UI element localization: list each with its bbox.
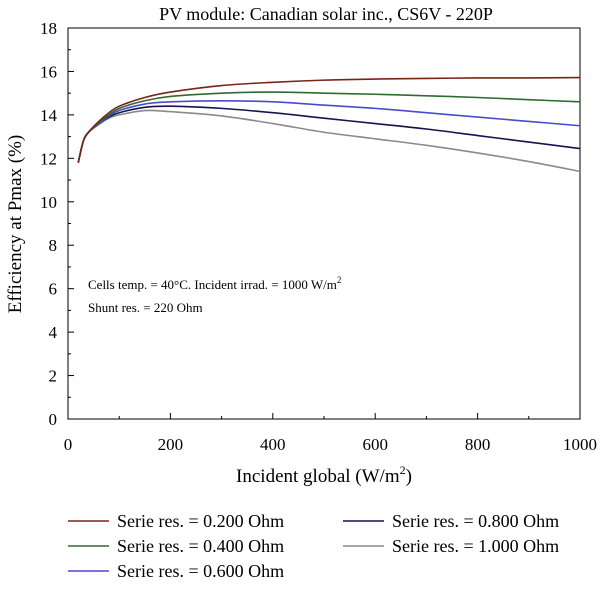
annotation-line-1: Cells temp. = 40°C. Incident irrad. = 10… — [88, 275, 341, 292]
series-line — [77, 76, 581, 163]
x-axis-label: Incident global (W/m2) — [236, 463, 412, 487]
y-tick-label: 6 — [49, 280, 58, 299]
plot-area — [67, 27, 581, 420]
x-axis-label-text: Incident global (W/m — [236, 466, 400, 487]
legend-label: Serie res. = 0.200 Ohm — [117, 511, 284, 531]
y-tick-label: 14 — [40, 106, 58, 125]
plot-border — [67, 27, 581, 420]
legend-label: Serie res. = 1.000 Ohm — [392, 536, 559, 556]
y-tick-label: 16 — [40, 62, 57, 81]
x-tick-label: 400 — [260, 435, 286, 454]
y-axis: 0 2 4 6 8 10 12 14 16 18 — [40, 19, 74, 429]
x-tick-label: 200 — [158, 435, 184, 454]
y-tick-label: 2 — [49, 367, 58, 386]
x-tick-label: 1000 — [563, 435, 597, 454]
series-line — [77, 105, 581, 163]
legend-label: Serie res. = 0.800 Ohm — [392, 511, 559, 531]
y-tick-label: 4 — [49, 323, 58, 342]
legend-label: Serie res. = 0.600 Ohm — [117, 561, 284, 581]
series-layer — [77, 76, 581, 173]
y-axis-label: Efficiency at Pmax (%) — [5, 135, 26, 314]
annotation-line-1-superscript: 2 — [337, 275, 342, 285]
annotation-line-2: Shunt res. = 220 Ohm — [88, 300, 203, 315]
y-tick-label: 8 — [49, 236, 58, 255]
y-tick-label: 18 — [40, 19, 57, 38]
chart-title: PV module: Canadian solar inc., CS6V - 2… — [159, 4, 493, 24]
y-tick-label: 12 — [40, 149, 57, 168]
y-tick-label: 10 — [40, 193, 57, 212]
x-axis-label-superscript: 2 — [400, 463, 406, 477]
x-tick-label: 0 — [64, 435, 73, 454]
annotation-block: Cells temp. = 40°C. Incident irrad. = 10… — [88, 275, 341, 315]
annotation-line-1-text: Cells temp. = 40°C. Incident irrad. = 10… — [88, 277, 337, 292]
x-axis-label-suffix: ) — [406, 466, 412, 487]
legend-label: Serie res. = 0.400 Ohm — [117, 536, 284, 556]
x-tick-label: 800 — [465, 435, 491, 454]
x-tick-label: 600 — [362, 435, 388, 454]
x-axis: 0 200 400 600 800 1000 — [64, 413, 597, 454]
y-tick-label: 0 — [49, 410, 58, 429]
legend: Serie res. = 0.200 Ohm Serie res. = 0.400… — [68, 511, 559, 581]
